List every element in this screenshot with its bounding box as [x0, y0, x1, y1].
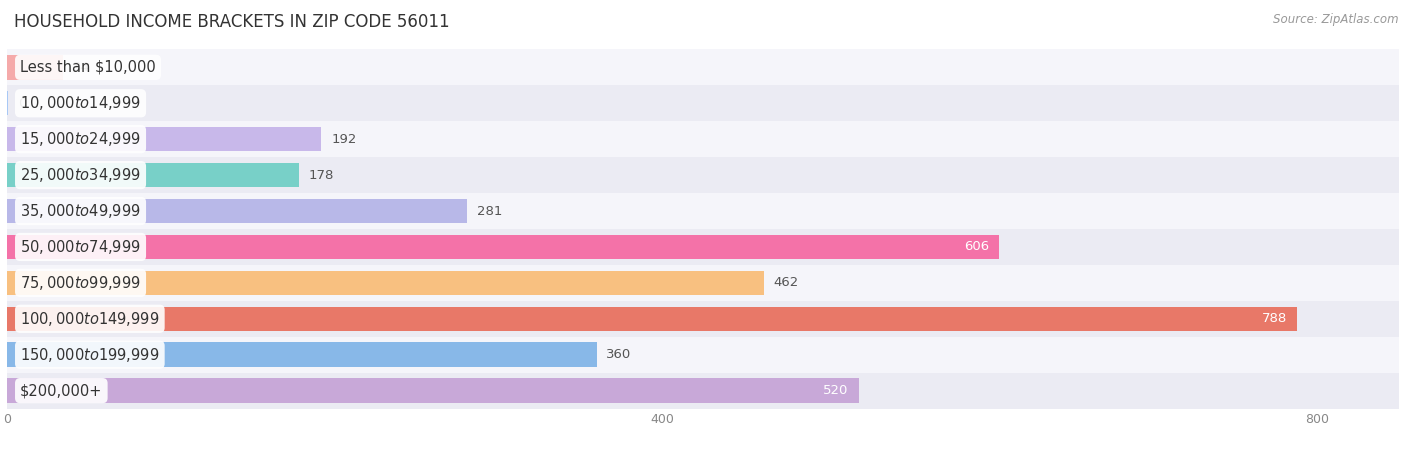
Text: 360: 360 — [606, 348, 631, 361]
Text: $200,000+: $200,000+ — [20, 383, 103, 398]
Bar — [7, 379, 859, 403]
Bar — [7, 55, 63, 79]
Text: 462: 462 — [773, 277, 799, 289]
Text: HOUSEHOLD INCOME BRACKETS IN ZIP CODE 56011: HOUSEHOLD INCOME BRACKETS IN ZIP CODE 56… — [14, 13, 450, 31]
Bar — [7, 337, 1399, 373]
Text: 788: 788 — [1263, 313, 1288, 325]
Bar — [7, 373, 1399, 409]
Text: $15,000 to $24,999: $15,000 to $24,999 — [20, 130, 141, 148]
Bar — [7, 157, 1399, 193]
Bar — [7, 163, 298, 187]
Text: 192: 192 — [332, 133, 357, 145]
Text: 520: 520 — [824, 384, 849, 397]
Text: Less than $10,000: Less than $10,000 — [20, 60, 156, 75]
Bar — [7, 85, 1399, 121]
Bar — [7, 229, 1399, 265]
Bar — [7, 343, 596, 367]
Text: Source: ZipAtlas.com: Source: ZipAtlas.com — [1274, 13, 1399, 26]
Text: 34: 34 — [73, 61, 90, 74]
Bar — [7, 235, 1000, 259]
Bar — [7, 271, 763, 295]
Bar — [7, 199, 467, 223]
Text: $75,000 to $99,999: $75,000 to $99,999 — [20, 274, 141, 292]
Bar — [7, 301, 1399, 337]
Text: 606: 606 — [965, 241, 990, 253]
Bar — [7, 307, 1298, 331]
Bar — [7, 121, 1399, 157]
Text: $150,000 to $199,999: $150,000 to $199,999 — [20, 346, 159, 364]
Text: $25,000 to $34,999: $25,000 to $34,999 — [20, 166, 141, 184]
Text: $50,000 to $74,999: $50,000 to $74,999 — [20, 238, 141, 256]
Text: 281: 281 — [477, 205, 502, 217]
Bar — [7, 49, 1399, 85]
Bar — [7, 193, 1399, 229]
Text: $100,000 to $149,999: $100,000 to $149,999 — [20, 310, 159, 328]
Text: 0: 0 — [18, 97, 27, 110]
Text: 178: 178 — [308, 169, 333, 181]
Text: $10,000 to $14,999: $10,000 to $14,999 — [20, 94, 141, 112]
Text: $35,000 to $49,999: $35,000 to $49,999 — [20, 202, 141, 220]
Bar — [7, 127, 322, 151]
Bar — [7, 265, 1399, 301]
